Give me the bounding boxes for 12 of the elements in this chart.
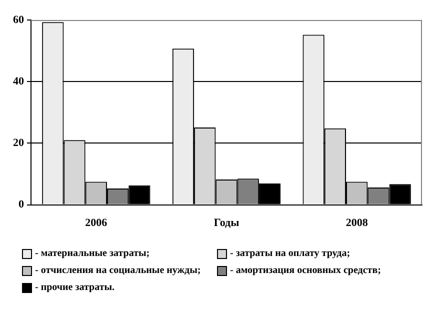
y-tick-label: 0 (18, 198, 24, 211)
x-tick-label: 2008 (346, 217, 368, 230)
y-tick-label: 60 (13, 14, 24, 26)
x-tick-label: 2006 (85, 217, 108, 230)
legend-label: - отчисления на социальные нужды; (35, 265, 201, 276)
y-tick-label: 40 (13, 75, 24, 88)
legend-label: - материальные затраты; (35, 248, 150, 259)
legend-label: - амортизация основных средств; (230, 265, 381, 276)
legend-label: - затраты на оплату труда; (230, 248, 350, 259)
x-tick-label: Годы (214, 217, 240, 230)
legend-label: - прочие затраты. (35, 282, 115, 293)
y-tick-label: 20 (13, 137, 24, 150)
